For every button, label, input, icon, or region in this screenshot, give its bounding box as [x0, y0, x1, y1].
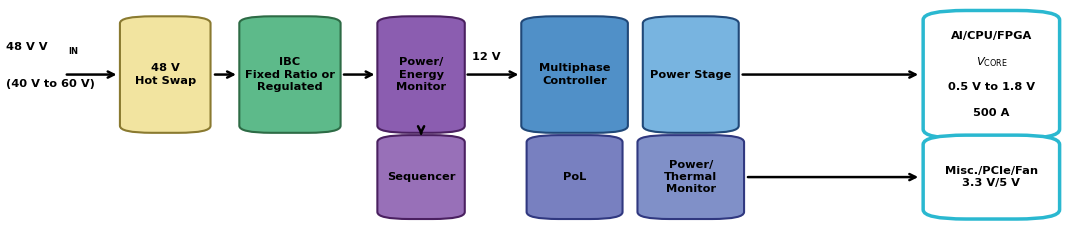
- FancyBboxPatch shape: [377, 16, 465, 133]
- Text: 500 A: 500 A: [973, 108, 1010, 118]
- Text: 12 V: 12 V: [472, 52, 501, 62]
- Text: Sequencer: Sequencer: [387, 172, 455, 182]
- Text: 48 V V: 48 V V: [6, 42, 48, 51]
- FancyBboxPatch shape: [119, 16, 211, 133]
- Text: (40 V to 60 V): (40 V to 60 V): [6, 79, 95, 89]
- Text: Power/
Energy
Monitor: Power/ Energy Monitor: [395, 57, 447, 92]
- FancyBboxPatch shape: [240, 16, 341, 133]
- Text: Multiphase
Controller: Multiphase Controller: [538, 63, 611, 86]
- Text: IBC
Fixed Ratio or
Regulated: IBC Fixed Ratio or Regulated: [245, 57, 335, 92]
- FancyBboxPatch shape: [923, 10, 1060, 139]
- FancyBboxPatch shape: [377, 135, 465, 219]
- FancyBboxPatch shape: [527, 135, 623, 219]
- Text: Power/
Thermal
Monitor: Power/ Thermal Monitor: [664, 160, 717, 195]
- FancyBboxPatch shape: [521, 16, 628, 133]
- Text: Power Stage: Power Stage: [650, 70, 731, 79]
- Text: $V_{\mathrm{CORE}}$: $V_{\mathrm{CORE}}$: [975, 55, 1007, 69]
- Text: AI/CPU/FPGA: AI/CPU/FPGA: [951, 31, 1032, 41]
- FancyBboxPatch shape: [923, 135, 1060, 219]
- Text: IN: IN: [68, 47, 78, 56]
- Text: 48 V
Hot Swap: 48 V Hot Swap: [134, 63, 196, 86]
- Text: Misc./PCIe/Fan
3.3 V/5 V: Misc./PCIe/Fan 3.3 V/5 V: [944, 166, 1038, 188]
- Text: PoL: PoL: [563, 172, 586, 182]
- FancyBboxPatch shape: [643, 16, 739, 133]
- Text: 0.5 V to 1.8 V: 0.5 V to 1.8 V: [948, 82, 1035, 92]
- FancyBboxPatch shape: [637, 135, 744, 219]
